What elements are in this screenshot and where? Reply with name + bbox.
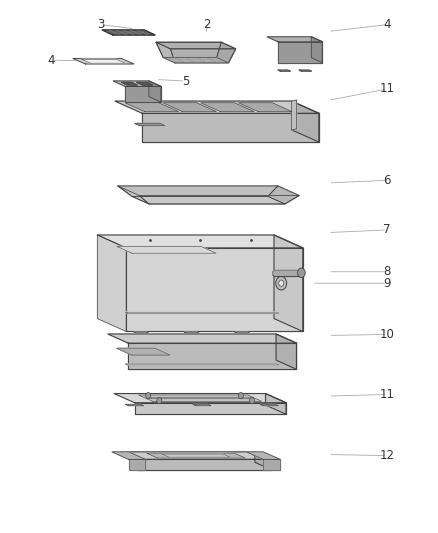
Circle shape [276, 277, 287, 290]
Polygon shape [125, 86, 161, 102]
Polygon shape [132, 196, 285, 204]
Polygon shape [268, 186, 299, 204]
Polygon shape [170, 49, 236, 63]
Circle shape [238, 392, 244, 399]
Polygon shape [118, 186, 299, 196]
Text: 8: 8 [384, 265, 391, 278]
Circle shape [279, 280, 284, 286]
Circle shape [249, 398, 254, 404]
Polygon shape [126, 248, 303, 332]
Polygon shape [113, 81, 161, 86]
Polygon shape [117, 246, 216, 253]
Text: 3: 3 [98, 18, 105, 31]
Polygon shape [102, 30, 155, 35]
Polygon shape [97, 235, 126, 332]
Polygon shape [267, 37, 322, 42]
Polygon shape [265, 393, 286, 414]
Polygon shape [112, 452, 145, 459]
Text: 10: 10 [380, 328, 395, 341]
Circle shape [157, 398, 162, 404]
Polygon shape [128, 459, 145, 470]
Text: 12: 12 [380, 449, 395, 462]
Polygon shape [147, 453, 245, 458]
Polygon shape [260, 405, 278, 406]
Polygon shape [118, 186, 149, 204]
Polygon shape [162, 454, 230, 457]
Polygon shape [81, 59, 125, 63]
Polygon shape [128, 343, 297, 369]
Polygon shape [311, 37, 322, 63]
Text: 2: 2 [203, 18, 210, 31]
Polygon shape [108, 334, 297, 343]
Polygon shape [274, 235, 303, 332]
Polygon shape [163, 58, 229, 63]
Polygon shape [117, 348, 170, 355]
Polygon shape [126, 405, 144, 406]
Polygon shape [137, 459, 272, 470]
Polygon shape [118, 186, 278, 196]
Polygon shape [163, 103, 216, 111]
Text: 4: 4 [47, 54, 55, 67]
Polygon shape [276, 334, 297, 369]
Polygon shape [120, 452, 272, 459]
Polygon shape [125, 312, 279, 313]
Polygon shape [121, 82, 138, 85]
Polygon shape [193, 405, 211, 406]
Polygon shape [139, 196, 299, 204]
Polygon shape [184, 332, 199, 333]
Polygon shape [149, 81, 161, 102]
Polygon shape [117, 348, 170, 355]
Polygon shape [263, 459, 280, 470]
Polygon shape [292, 100, 297, 130]
Text: 6: 6 [383, 174, 391, 187]
Polygon shape [156, 42, 221, 58]
Text: 5: 5 [182, 75, 189, 87]
Polygon shape [239, 103, 292, 111]
Polygon shape [125, 103, 178, 111]
Polygon shape [278, 42, 322, 63]
Text: 7: 7 [383, 223, 391, 237]
Polygon shape [97, 235, 303, 248]
Polygon shape [115, 101, 319, 114]
Polygon shape [235, 332, 250, 333]
Polygon shape [255, 452, 272, 470]
Polygon shape [139, 395, 261, 401]
Polygon shape [136, 82, 153, 85]
Polygon shape [201, 103, 254, 111]
Text: 11: 11 [380, 83, 395, 95]
Polygon shape [278, 70, 290, 71]
Circle shape [298, 268, 305, 278]
Polygon shape [134, 403, 286, 414]
Polygon shape [142, 114, 319, 142]
Text: 11: 11 [380, 388, 395, 401]
Polygon shape [156, 42, 236, 49]
Polygon shape [299, 70, 311, 71]
Polygon shape [134, 332, 149, 333]
Polygon shape [73, 59, 134, 64]
Polygon shape [148, 398, 252, 399]
Polygon shape [292, 101, 319, 142]
Polygon shape [114, 393, 286, 403]
Text: 9: 9 [383, 277, 391, 290]
Polygon shape [217, 42, 236, 63]
Polygon shape [125, 364, 279, 365]
Text: 4: 4 [383, 18, 391, 31]
Polygon shape [156, 42, 175, 63]
Polygon shape [135, 124, 165, 125]
Circle shape [146, 392, 151, 399]
Polygon shape [247, 452, 280, 459]
